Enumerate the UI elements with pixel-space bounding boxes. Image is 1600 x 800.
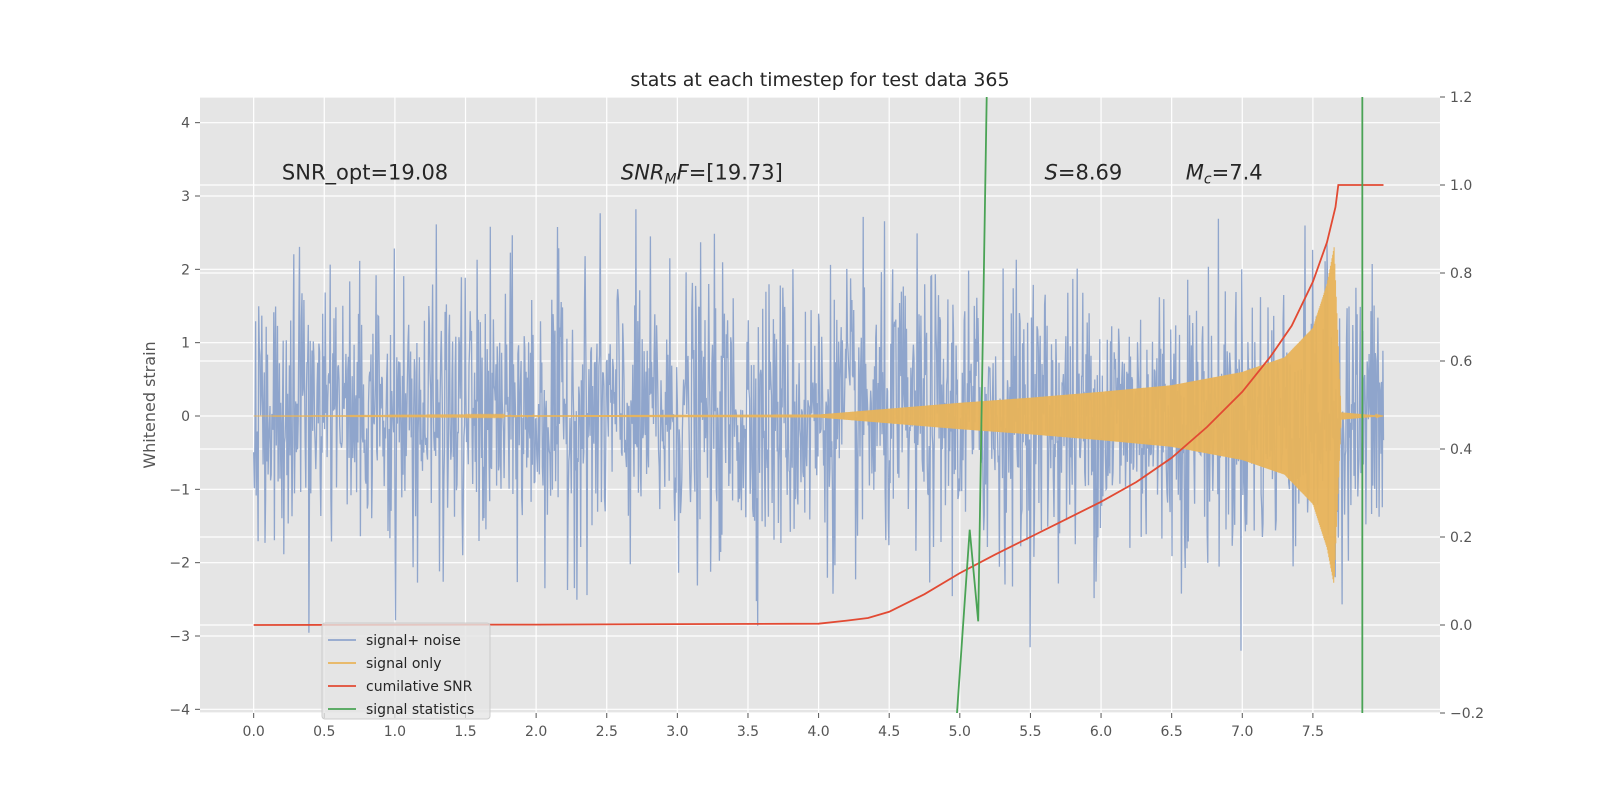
legend-label: signal statistics [366,702,474,718]
x-tick-label: 3.0 [666,724,688,740]
chart-title: stats at each timestep for test data 365 [630,69,1009,91]
x-tick-label: 7.0 [1231,724,1253,740]
x-tick-label: 2.0 [525,724,547,740]
line-signal-only [253,247,1384,583]
x-tick-label: 1.0 [384,724,406,740]
series-lines [253,96,1384,714]
axes: 0.0 0.5 1.0 1.5 2.0 2.5 3.0 3.5 4.0 4.5 5.0 5.5 6.0 6… [169,90,1484,740]
x-tick-label: 5.0 [949,724,971,740]
y-right-tick-label: 1.2 [1450,90,1472,106]
y-left-tick-label: −1 [169,482,190,498]
x-tick-label: 4.0 [807,724,829,740]
x-tick-label: 3.5 [737,724,759,740]
x-tick-label: 5.5 [1019,724,1041,740]
legend-label: cumilative SNR [366,679,473,695]
y-right-tick-label: −0.2 [1450,706,1484,722]
y-left-tick-label: −2 [169,556,190,572]
x-tick-label: 7.5 [1302,724,1324,740]
series-signal-only [253,247,1384,583]
y-left-tick-label: 4 [181,116,190,132]
x-tick-label: 2.5 [596,724,618,740]
y-right-tick-label: 0.0 [1450,618,1472,634]
legend-label: signal only [366,656,441,672]
annotation-3: Mc=7.4 [1186,160,1263,187]
x-tick-label: 6.5 [1161,724,1183,740]
x-tick-label: 6.0 [1090,724,1112,740]
legend-label: signal+ noise [366,633,461,649]
y-left-tick-label: 3 [181,189,190,205]
x-tick-label: 0.5 [313,724,335,740]
y-left-tick-label: 0 [181,409,190,425]
y-right-tick-label: 0.4 [1450,442,1472,458]
annotation-2: S=8.69 [1045,160,1123,184]
y-right-tick-label: 0.2 [1450,530,1472,546]
x-tick-label: 4.5 [878,724,900,740]
x-tick-label: 0.0 [243,724,265,740]
y-left-tick-label: −4 [169,702,190,718]
y-left-tick-label: −3 [169,629,190,645]
y-right-tick-label: 1.0 [1450,178,1472,194]
annotations: SNR_opt=19.08 SNRMF=[19.73] S=8.69 Mc=7.4 [282,160,1263,187]
y-left-tick-label: 2 [181,262,190,278]
line-cumulative-snr [253,184,1384,626]
y-axis-label: Whitened strain [140,341,159,468]
annotation-1: SNRMF=[19.73] [621,160,783,187]
annotation-0: SNR_opt=19.08 [282,160,448,185]
y-right-tick-label: 0.6 [1450,354,1472,370]
x-tick-label: 1.5 [454,724,476,740]
legend: signal+ noise signal only cumilative SNR si… [321,622,491,720]
y-right-tick-label: 0.8 [1450,266,1472,282]
line-signal-statistics [956,96,988,714]
y-left-tick-label: 1 [181,336,190,352]
legend-box [321,622,491,720]
